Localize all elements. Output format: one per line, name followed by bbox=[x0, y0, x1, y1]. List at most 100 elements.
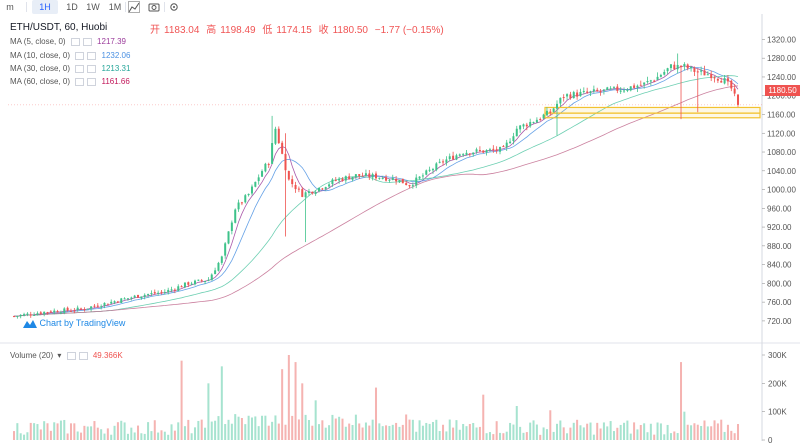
candle-body bbox=[86, 308, 89, 310]
candle-body bbox=[210, 274, 213, 281]
volume-bar bbox=[378, 423, 381, 440]
settings-box-icon[interactable] bbox=[87, 51, 97, 60]
candle-body bbox=[39, 312, 42, 314]
candle-body bbox=[673, 64, 676, 70]
candle-body bbox=[710, 74, 713, 79]
volume-bar bbox=[465, 426, 468, 440]
volume-bar bbox=[371, 419, 374, 440]
volume-bar bbox=[197, 420, 200, 440]
chevron-down-icon[interactable]: ▾ bbox=[57, 351, 62, 360]
interval-menu-button[interactable]: m bbox=[6, 2, 14, 12]
candle-body bbox=[606, 87, 609, 91]
candle-body bbox=[93, 305, 96, 307]
volume-bar bbox=[341, 418, 344, 440]
settings-icon[interactable] bbox=[168, 1, 180, 13]
volume-bar bbox=[388, 425, 391, 440]
candle-body bbox=[566, 94, 569, 97]
settings-box-icon[interactable] bbox=[82, 37, 92, 46]
ma10-label: MA (10, close, 0) bbox=[10, 51, 71, 60]
visibility-toggle-icon[interactable] bbox=[75, 51, 85, 60]
volume-bar bbox=[90, 426, 93, 440]
candle-body bbox=[237, 202, 240, 210]
candle-body bbox=[569, 94, 572, 99]
volume-bar bbox=[267, 425, 270, 440]
volume-bar bbox=[297, 419, 300, 440]
candle-body bbox=[113, 301, 116, 303]
visibility-toggle-icon[interactable] bbox=[70, 37, 80, 46]
volume-bar bbox=[710, 426, 713, 440]
volume-bar bbox=[623, 422, 626, 440]
volume-bar bbox=[19, 433, 22, 440]
candle-body bbox=[193, 280, 197, 285]
volume-bar bbox=[555, 423, 559, 440]
volume-bar bbox=[328, 425, 331, 440]
settings-box-icon[interactable] bbox=[87, 64, 97, 73]
visibility-toggle-icon[interactable] bbox=[75, 64, 85, 73]
toolbar-divider bbox=[125, 2, 126, 12]
candle-body bbox=[264, 163, 267, 172]
candle-body bbox=[462, 154, 465, 156]
volume-label: Volume (20) bbox=[10, 351, 54, 360]
volume-bar bbox=[415, 431, 418, 440]
close-label: 收 bbox=[318, 25, 329, 36]
interval-1m-button[interactable]: 1M bbox=[108, 2, 122, 12]
ma30-value: 1213.31 bbox=[101, 64, 131, 73]
candle-body bbox=[163, 292, 166, 294]
volume-bar bbox=[472, 422, 475, 440]
visibility-toggle-icon[interactable] bbox=[66, 351, 76, 360]
volume-bar bbox=[636, 429, 639, 440]
visibility-toggle-icon[interactable] bbox=[75, 77, 85, 86]
candle-body bbox=[338, 178, 341, 181]
volume-bar bbox=[354, 414, 357, 440]
legend-ma30[interactable]: MA (30, close, 0) 1213.31 bbox=[10, 64, 130, 73]
volume-bar bbox=[653, 434, 656, 440]
candle-body bbox=[374, 173, 378, 179]
volume-bar bbox=[123, 422, 126, 440]
legend-ma5[interactable]: MA (5, close, 0) 1217.39 bbox=[10, 37, 126, 46]
candle-body bbox=[254, 181, 257, 187]
candle-body bbox=[669, 64, 672, 69]
settings-box-icon[interactable] bbox=[87, 77, 97, 86]
indicators-icon[interactable] bbox=[128, 1, 140, 13]
volume-bar bbox=[36, 424, 39, 440]
volume-tick-label: 0 bbox=[768, 436, 773, 445]
volume-bar bbox=[445, 431, 448, 440]
highlight-zone bbox=[544, 106, 761, 114]
highlight-zone bbox=[544, 112, 761, 119]
volume-bar bbox=[207, 383, 210, 440]
candle-body bbox=[371, 174, 374, 178]
volume-bar bbox=[572, 422, 575, 440]
volume-bar bbox=[250, 417, 253, 440]
tradingview-logo-icon bbox=[23, 320, 37, 329]
settings-box-icon[interactable] bbox=[78, 351, 88, 360]
candle-body bbox=[431, 169, 434, 171]
legend-ma10[interactable]: MA (10, close, 0) 1232.06 bbox=[10, 51, 130, 60]
candle-body bbox=[190, 283, 193, 285]
volume-bar bbox=[80, 432, 83, 440]
interval-1w-button[interactable]: 1W bbox=[86, 2, 100, 12]
camera-icon[interactable] bbox=[148, 1, 160, 13]
volume-bar bbox=[324, 427, 327, 440]
volume-bar bbox=[659, 423, 662, 440]
volume-bar bbox=[723, 431, 726, 440]
volume-bar bbox=[425, 422, 428, 440]
interval-1h-button[interactable]: 1H bbox=[32, 0, 58, 14]
volume-bar bbox=[150, 431, 153, 440]
price-tick-label: 880.00 bbox=[767, 242, 792, 251]
candle-body bbox=[321, 188, 324, 190]
candle-body bbox=[509, 141, 512, 144]
ma60-label: MA (60, close, 0) bbox=[10, 77, 71, 86]
legend-ma60[interactable]: MA (60, close, 0) 1161.66 bbox=[10, 77, 130, 86]
candle-body bbox=[267, 164, 270, 166]
interval-1d-button[interactable]: 1D bbox=[66, 2, 78, 12]
candle-body bbox=[80, 308, 83, 310]
volume-bar bbox=[458, 429, 461, 440]
volume-bar bbox=[673, 431, 676, 440]
candle-body bbox=[736, 94, 740, 105]
volume-bar bbox=[244, 424, 247, 440]
volume-bar bbox=[649, 423, 652, 440]
candle-body bbox=[465, 152, 468, 155]
volume-bar bbox=[542, 427, 545, 440]
legend-volume[interactable]: Volume (20) ▾ 49.366K bbox=[10, 351, 123, 360]
tradingview-watermark[interactable]: Chart by TradingView bbox=[23, 318, 125, 329]
